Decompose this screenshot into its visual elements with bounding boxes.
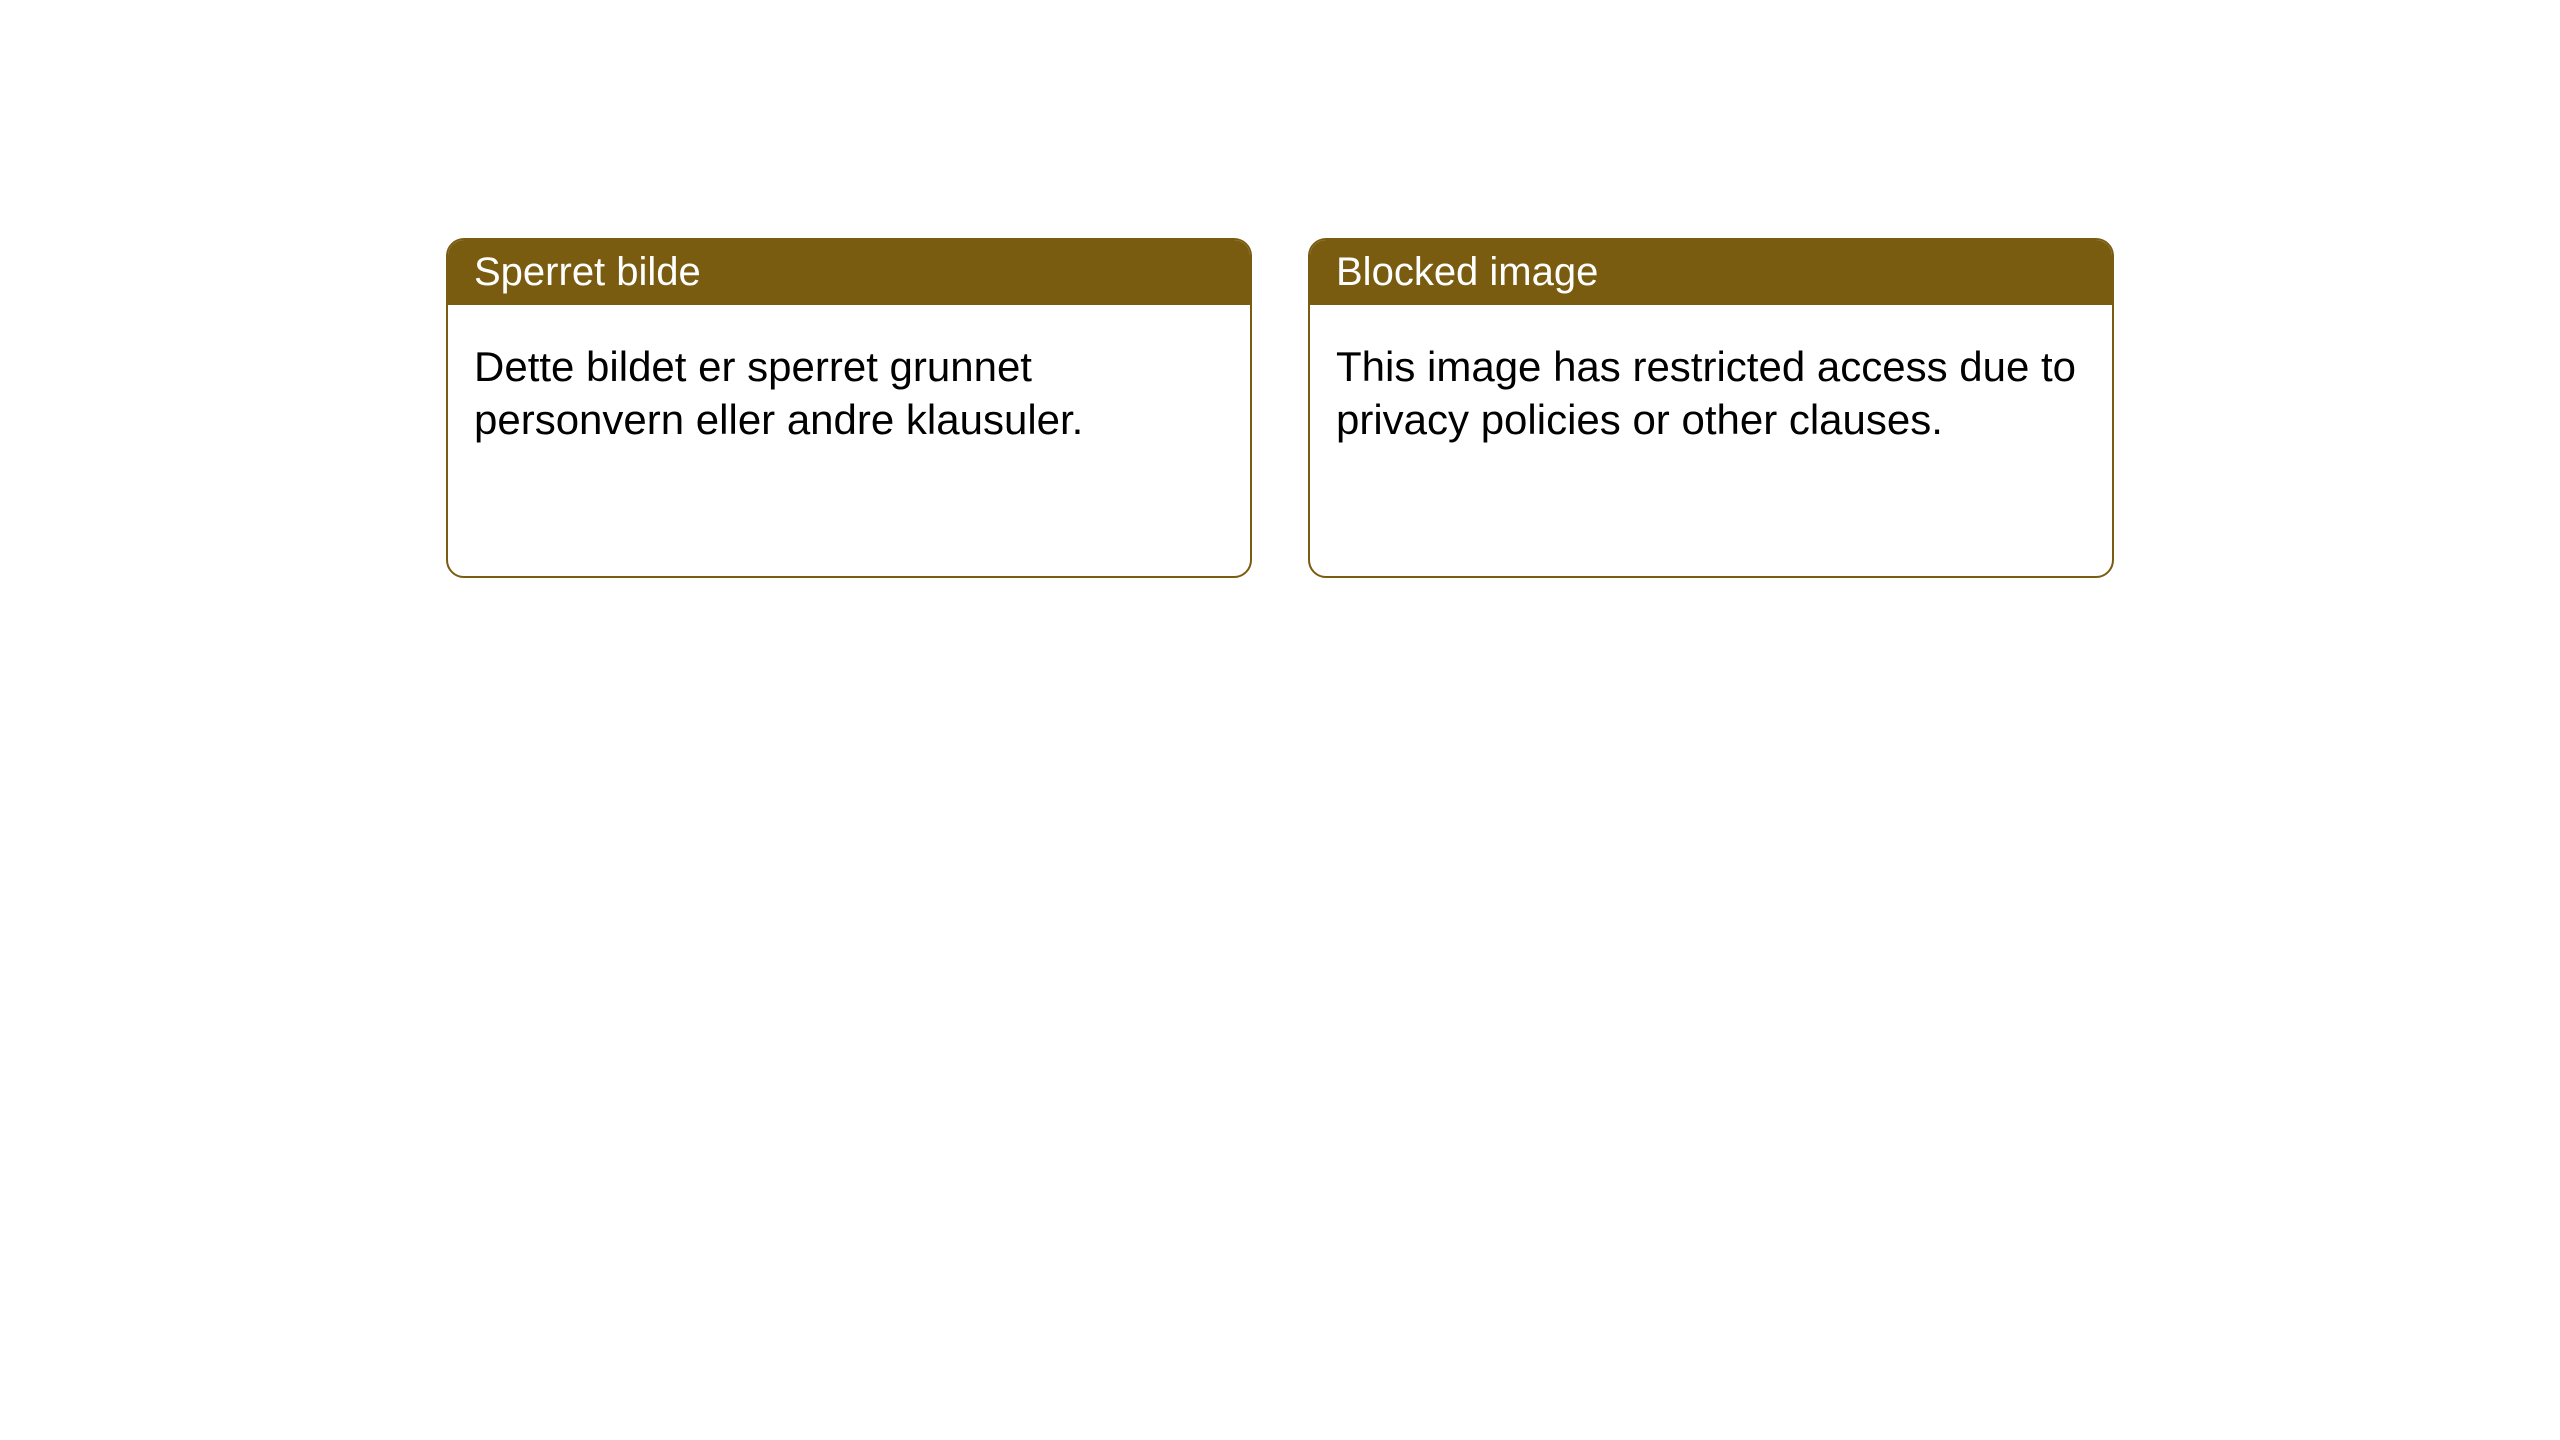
card-body: This image has restricted access due to … (1310, 305, 2112, 482)
card-body: Dette bildet er sperret grunnet personve… (448, 305, 1250, 482)
card-header: Sperret bilde (448, 240, 1250, 305)
notice-cards-row: Sperret bilde Dette bildet er sperret gr… (446, 238, 2114, 578)
card-title: Blocked image (1336, 250, 1598, 294)
card-header: Blocked image (1310, 240, 2112, 305)
card-body-text: This image has restricted access due to … (1336, 343, 2076, 443)
card-title: Sperret bilde (474, 250, 701, 294)
card-body-text: Dette bildet er sperret grunnet personve… (474, 343, 1083, 443)
blocked-image-card-no: Sperret bilde Dette bildet er sperret gr… (446, 238, 1252, 578)
blocked-image-card-en: Blocked image This image has restricted … (1308, 238, 2114, 578)
